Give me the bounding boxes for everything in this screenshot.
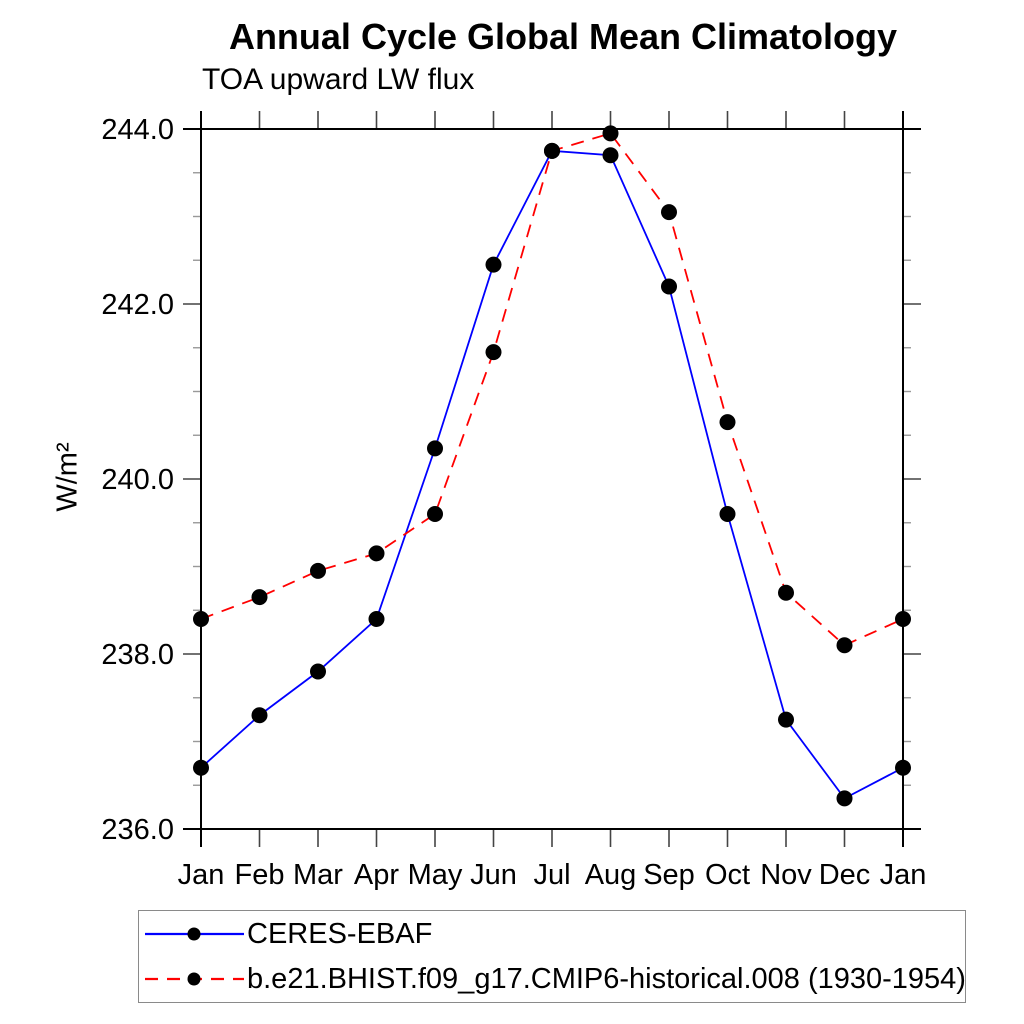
x-tick-label: Jun <box>470 859 517 891</box>
y-tick-label: 242.0 <box>101 289 174 321</box>
data-point-series-0 <box>895 759 911 776</box>
data-point-series-0 <box>368 611 385 627</box>
y-tick-label: 236.0 <box>101 814 174 846</box>
data-point-series-1 <box>427 506 443 522</box>
x-tick-label: Feb <box>235 859 285 891</box>
y-tick-label: 238.0 <box>101 639 174 671</box>
x-tick-label: Sep <box>643 859 695 891</box>
x-tick-label: Aug <box>585 859 637 891</box>
x-tick-label: May <box>408 859 463 891</box>
x-tick-label: Jan <box>880 859 927 891</box>
x-tick-label: Apr <box>354 859 399 891</box>
data-point-series-1 <box>368 545 385 562</box>
data-point-series-0 <box>719 506 736 522</box>
series-line-0 <box>200 149 904 800</box>
data-point-series-0 <box>661 278 677 295</box>
data-point-series-0 <box>602 147 619 164</box>
x-tick-label: Jul <box>533 859 570 891</box>
data-point-series-1 <box>719 414 736 431</box>
data-point-series-1 <box>544 142 560 159</box>
data-point-series-0 <box>427 440 443 457</box>
data-point-series-0 <box>836 790 853 807</box>
data-point-series-1 <box>251 589 268 606</box>
series-line-1 <box>200 132 904 647</box>
y-tick-label: 244.0 <box>101 114 174 146</box>
x-tick-label: Dec <box>819 859 871 891</box>
x-tick-label: Mar <box>293 859 343 891</box>
data-point-series-0 <box>193 759 209 776</box>
data-point-series-1 <box>193 611 209 627</box>
legend-label-ceres: CERES-EBAF <box>247 917 433 950</box>
x-tick-label: Oct <box>705 859 750 891</box>
data-point-series-0 <box>778 711 794 728</box>
x-tick-label: Nov <box>760 859 812 891</box>
data-point-series-0 <box>251 707 268 724</box>
legend-dashed-line-icon <box>145 972 244 986</box>
x-tick-label: Jan <box>178 859 225 891</box>
data-point-series-1 <box>310 562 326 579</box>
data-point-series-1 <box>895 611 911 627</box>
chart-subtitle: TOA upward LW flux <box>202 63 475 96</box>
legend: CERES-EBAF b.e21.BHIST.f09_g17.CMIP6-his… <box>138 910 966 1003</box>
legend-label-model: b.e21.BHIST.f09_g17.CMIP6-historical.008… <box>247 962 966 995</box>
legend-item-ceres: CERES-EBAF <box>139 912 965 957</box>
data-point-series-1 <box>485 344 502 361</box>
data-point-series-1 <box>661 204 677 221</box>
data-point-series-0 <box>310 663 326 680</box>
chart-title: Annual Cycle Global Mean Climatology <box>228 16 898 57</box>
data-point-series-1 <box>836 637 853 654</box>
legend-item-model: b.e21.BHIST.f09_g17.CMIP6-historical.008… <box>139 957 966 1002</box>
data-point-series-1 <box>778 584 794 601</box>
data-point-series-1 <box>602 125 619 142</box>
y-tick-label: 240.0 <box>101 464 174 496</box>
data-point-series-0 <box>485 256 502 273</box>
legend-solid-line-icon <box>145 927 244 941</box>
